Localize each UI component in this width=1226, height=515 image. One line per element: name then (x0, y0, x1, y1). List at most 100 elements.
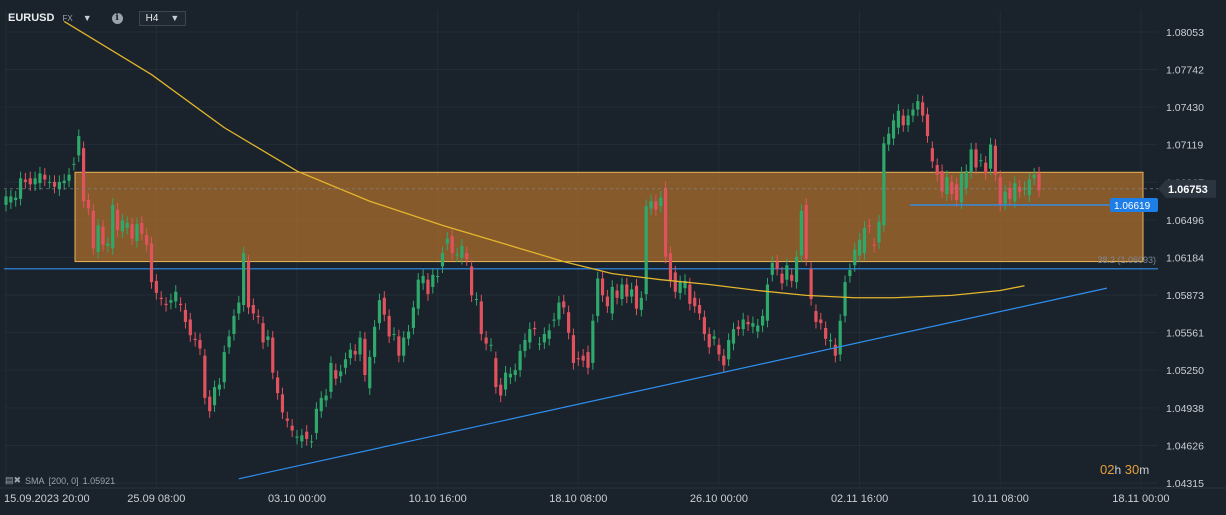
candle (586, 345, 590, 375)
candle-body (974, 149, 978, 168)
candle-body (9, 196, 13, 203)
x-tick-label: 10.10 16:00 (409, 493, 467, 505)
candle-body (266, 336, 270, 341)
candle-body (513, 370, 517, 376)
candle (533, 321, 537, 336)
candle (416, 273, 420, 316)
candle (1018, 180, 1022, 199)
candle (785, 258, 789, 287)
candle-body (174, 291, 178, 302)
candle-body (896, 110, 900, 128)
candle (896, 104, 900, 135)
candle (14, 190, 18, 207)
candle-body (465, 253, 469, 260)
candle (639, 291, 643, 317)
candle-body (276, 377, 280, 394)
caret-down-icon[interactable]: ▼ (82, 13, 92, 23)
candle-body (91, 210, 95, 249)
candle-body (377, 300, 382, 324)
y-tick-label: 1.08053 (1166, 27, 1204, 39)
candle (581, 349, 585, 368)
candle-body (470, 266, 474, 296)
candle-body (780, 273, 784, 284)
candle-body (106, 243, 110, 246)
candle (794, 250, 799, 289)
timeframe-select[interactable]: H4 ▼ (138, 10, 187, 26)
settings-icon[interactable]: ▤✖ (5, 475, 22, 485)
chart-toolbar: EURUSD FX ▼ i H4 ▼ (8, 8, 187, 28)
candle-body (503, 372, 508, 390)
candle (872, 238, 876, 253)
candle-body (334, 370, 338, 379)
candle (363, 332, 367, 382)
candle (285, 411, 289, 428)
trendline[interactable] (238, 287, 1108, 480)
candle (402, 330, 406, 363)
candle-body (722, 355, 726, 366)
candle (484, 330, 488, 351)
candle (489, 338, 493, 352)
candle (921, 95, 925, 123)
candle (23, 172, 27, 189)
candle-body (664, 187, 668, 257)
candle-body (43, 174, 47, 180)
candle-body (111, 204, 115, 249)
candle (43, 168, 47, 187)
candle (232, 309, 236, 341)
candle-body (67, 174, 71, 181)
candles-group (4, 94, 1041, 449)
candle-body (101, 226, 105, 245)
candle-body (833, 344, 837, 356)
candle-body (179, 303, 183, 306)
candle-body (363, 338, 367, 376)
candle-body (38, 173, 42, 184)
candle-body (562, 301, 566, 308)
candle-body (62, 180, 66, 184)
candle-body (33, 178, 37, 185)
indicator-legend[interactable]: ▤✖ SMA [200, 0] 1.05921 (5, 475, 115, 486)
candle-body (761, 315, 765, 326)
timer-minutes: 30 (1124, 462, 1140, 477)
candle (756, 318, 760, 339)
candle-body (4, 196, 8, 205)
candle (115, 203, 120, 237)
candle-body (644, 206, 648, 295)
candle-body (649, 201, 653, 209)
candle (848, 263, 852, 283)
candle (494, 351, 498, 394)
candle-body (348, 349, 352, 359)
symbol-name[interactable]: EURUSD (8, 12, 55, 24)
candle-body (867, 225, 871, 227)
candle (474, 292, 479, 306)
candle-body (159, 297, 163, 299)
candle-body (450, 236, 454, 254)
candle-body (843, 282, 847, 316)
candle-body (988, 144, 993, 169)
candle-body (256, 315, 260, 318)
candle-body (877, 221, 881, 243)
candle-body (654, 201, 658, 210)
info-icon[interactable]: i (111, 12, 123, 24)
candle (373, 320, 377, 364)
candle (814, 304, 818, 329)
candle (91, 204, 95, 255)
candle (916, 94, 920, 117)
candle-body (950, 181, 954, 195)
candle-body (445, 238, 449, 244)
candle-body (727, 340, 731, 360)
candle-body (993, 145, 997, 175)
candle (596, 271, 600, 323)
candle (697, 298, 702, 321)
sma-line[interactable] (63, 20, 1025, 299)
candle (649, 194, 653, 216)
candle (591, 314, 595, 370)
horizontal-level-price-tag[interactable]: 1.06619 (1110, 197, 1158, 212)
candle-body (343, 359, 348, 368)
candle-body (324, 395, 328, 401)
candle-body (707, 333, 711, 348)
candle (741, 312, 745, 336)
supply-zone-rectangle[interactable] (74, 171, 1144, 263)
candle-body (940, 171, 944, 192)
candle (799, 204, 803, 263)
